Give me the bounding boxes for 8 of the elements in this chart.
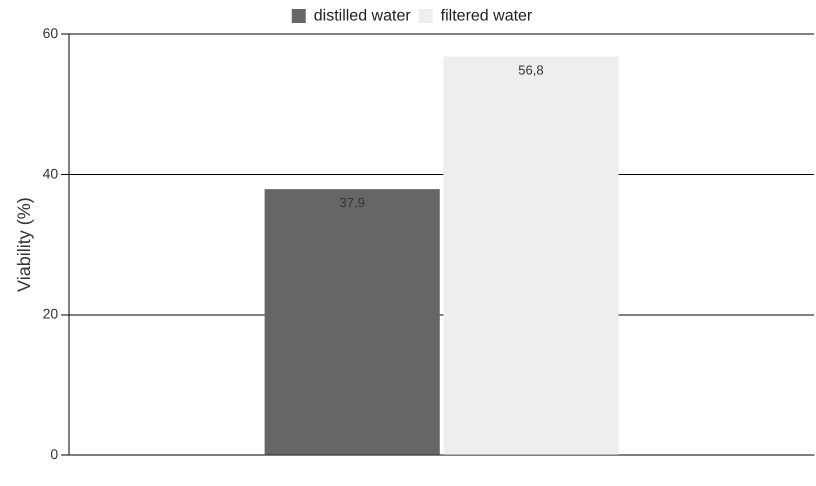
y-tick-label: 40 <box>42 165 58 182</box>
y-tick-label: 0 <box>50 446 58 462</box>
legend-label: filtered water <box>440 7 533 24</box>
legend-label: distilled water <box>314 7 412 24</box>
y-tick-label: 20 <box>42 306 58 322</box>
y-axis-title: Viability (%) <box>14 197 34 292</box>
y-tick-label: 60 <box>42 24 58 41</box>
data-label: 56,8 <box>518 62 544 78</box>
